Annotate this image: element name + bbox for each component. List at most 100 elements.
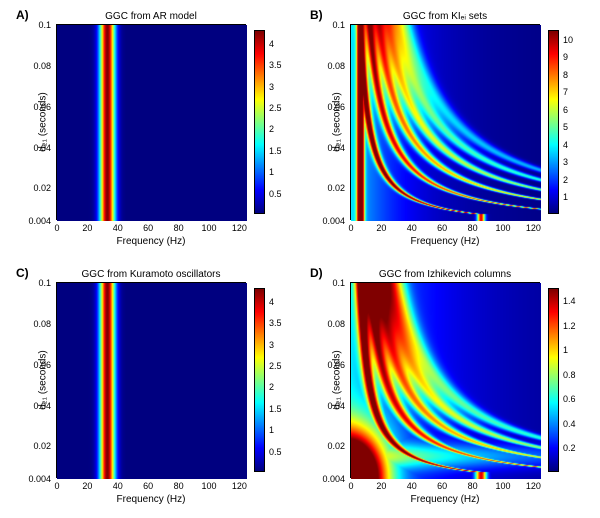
ytick: 0.02 [311,441,345,451]
xtick: 80 [468,223,478,233]
ytick: 0.1 [17,20,51,30]
ytick: 0.1 [17,278,51,288]
xtick: 0 [348,481,353,491]
colorbar-tick: 2.5 [269,361,282,371]
axes-c: GGC from Kuramoto oscillatorsFrequency (… [56,282,246,478]
colorbar-a: 0.511.522.533.54 [254,30,265,214]
xlabel-b: Frequency (Hz) [351,236,539,247]
xtick: 40 [407,223,417,233]
xlabel-d: Frequency (Hz) [351,494,539,505]
colorbar-d: 0.20.40.60.811.21.4 [548,288,559,472]
xtick: 0 [54,481,59,491]
heatmap-c [57,283,247,479]
xtick: 20 [376,481,386,491]
ytick: 0.004 [311,216,345,226]
xtick: 60 [437,223,447,233]
colorbar-tick: 9 [563,52,568,62]
title-a: GGC from AR model [57,11,245,22]
colorbar-tick: 0.8 [563,370,576,380]
colorbar-tick: 1.5 [269,404,282,414]
colorbar-tick: 1 [269,167,274,177]
xtick: 120 [232,481,247,491]
colorbar-tick: 5 [563,122,568,132]
ytick: 0.004 [311,474,345,484]
ytick: 0.1 [311,278,345,288]
ytick: 0.004 [17,216,51,226]
xtick: 100 [495,223,510,233]
ytick: 0.06 [311,360,345,370]
colorbar-tick: 4 [269,39,274,49]
xtick: 100 [495,481,510,491]
xlabel-c: Frequency (Hz) [57,494,245,505]
ytick: 0.06 [17,102,51,112]
ytick: 0.1 [311,20,345,30]
colorbar-gradient [255,289,264,471]
colorbar-tick: 2.5 [269,103,282,113]
colorbar-tick: 1.4 [563,296,576,306]
colorbar-tick: 1.5 [269,146,282,156]
ytick: 0.08 [17,319,51,329]
colorbar-tick: 4 [563,140,568,150]
title-d: GGC from Izhikevich columns [351,269,539,280]
colorbar-tick: 0.4 [563,419,576,429]
xtick: 60 [143,481,153,491]
ytick: 0.08 [17,61,51,71]
xtick: 0 [348,223,353,233]
heatmap-a [57,25,247,221]
colorbar-tick: 3.5 [269,60,282,70]
xtick: 80 [174,223,184,233]
xtick: 20 [376,223,386,233]
xtick: 120 [526,223,541,233]
xtick: 60 [437,481,447,491]
colorbar-tick: 10 [563,35,573,45]
colorbar-c: 0.511.522.533.54 [254,288,265,472]
heatmap-b [351,25,541,221]
title-c: GGC from Kuramoto oscillators [57,269,245,280]
colorbar-tick: 3.5 [269,318,282,328]
xtick: 120 [232,223,247,233]
xtick: 80 [468,481,478,491]
xtick: 40 [113,223,123,233]
axes-b: GGC from KIₑᵢ setsFrequency (Hz)d₂₁ (sec… [350,24,540,220]
colorbar-tick: 1 [563,345,568,355]
colorbar-tick: 2 [269,382,274,392]
colorbar-gradient [255,31,264,213]
colorbar-tick: 0.5 [269,189,282,199]
colorbar-b: 12345678910 [548,30,559,214]
colorbar-tick: 3 [563,157,568,167]
axes-d: GGC from Izhikevich columnsFrequency (Hz… [350,282,540,478]
figure: A)GGC from AR modelFrequency (Hz)d₂₁ (se… [0,0,600,518]
ytick: 0.02 [17,183,51,193]
ytick: 0.02 [17,441,51,451]
colorbar-tick: 2 [269,124,274,134]
ytick: 0.06 [311,102,345,112]
colorbar-tick: 4 [269,297,274,307]
colorbar-tick: 8 [563,70,568,80]
xtick: 40 [113,481,123,491]
ytick: 0.04 [311,143,345,153]
xtick: 20 [82,481,92,491]
colorbar-tick: 1 [563,192,568,202]
ytick: 0.02 [311,183,345,193]
colorbar-tick: 3 [269,340,274,350]
xtick: 0 [54,223,59,233]
ytick: 0.004 [17,474,51,484]
colorbar-tick: 0.2 [563,443,576,453]
colorbar-tick: 7 [563,87,568,97]
axes-a: GGC from AR modelFrequency (Hz)d₂₁ (seco… [56,24,246,220]
colorbar-gradient [549,289,558,471]
xtick: 120 [526,481,541,491]
ytick: 0.04 [311,401,345,411]
colorbar-tick: 1 [269,425,274,435]
colorbar-tick: 1.2 [563,321,576,331]
colorbar-tick: 2 [563,175,568,185]
colorbar-tick: 0.6 [563,394,576,404]
ytick: 0.06 [17,360,51,370]
title-b: GGC from KIₑᵢ sets [351,11,539,22]
xlabel-a: Frequency (Hz) [57,236,245,247]
heatmap-d [351,283,541,479]
xtick: 100 [201,481,216,491]
colorbar-tick: 0.5 [269,447,282,457]
xtick: 80 [174,481,184,491]
ytick: 0.04 [17,401,51,411]
